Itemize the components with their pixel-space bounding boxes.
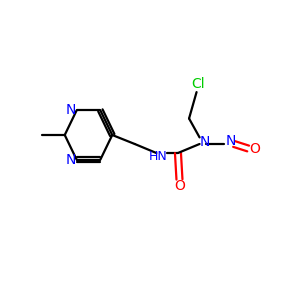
Text: N: N	[200, 135, 210, 148]
Text: N: N	[66, 103, 76, 117]
Text: N: N	[66, 153, 76, 167]
Text: N: N	[226, 134, 236, 148]
Text: HN: HN	[148, 150, 167, 163]
Text: O: O	[249, 142, 260, 156]
Text: Cl: Cl	[191, 77, 205, 91]
Text: O: O	[174, 179, 185, 193]
